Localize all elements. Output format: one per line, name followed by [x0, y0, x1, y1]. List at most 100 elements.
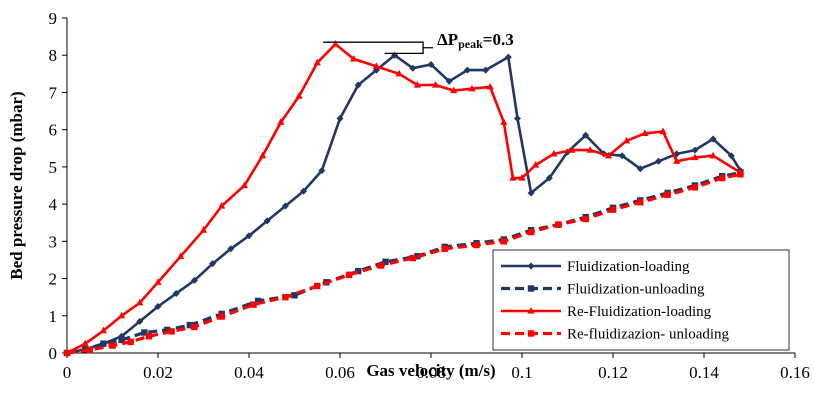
data-point [168, 328, 175, 335]
data-point [141, 329, 148, 336]
y-tick-label: 6 [49, 121, 58, 140]
data-point [545, 174, 553, 182]
legend-marker [527, 307, 535, 314]
data-point [99, 326, 107, 334]
data-point [245, 232, 253, 240]
data-point [691, 184, 699, 191]
data-point [136, 298, 144, 306]
series-3 [63, 40, 744, 356]
data-point [655, 157, 662, 165]
data-point [527, 228, 535, 236]
y-axis-title: Bed pressure drop (mbar) [7, 91, 26, 279]
legend-marker [527, 262, 535, 270]
y-tick-label: 4 [49, 195, 58, 214]
legend-item: Re-Fluidization-loading [501, 304, 712, 320]
data-point [500, 118, 508, 125]
data-point [81, 339, 89, 347]
peak-bracket [415, 41, 434, 55]
y-tick-label: 5 [49, 158, 58, 177]
data-point [377, 262, 385, 269]
peak-annotation-value: =0.3 [483, 30, 514, 49]
peak-annotation-label: ΔPpeak=0.3 [437, 30, 514, 51]
data-point [709, 135, 717, 143]
data-point [382, 258, 389, 266]
data-point [254, 297, 262, 305]
data-point [413, 81, 421, 88]
data-point [555, 221, 562, 228]
data-point [259, 151, 267, 159]
data-point [550, 149, 558, 157]
data-point [186, 321, 194, 329]
x-tick-label: 0.04 [234, 363, 264, 382]
legend-item: Re-fluidizazion- unloading [501, 327, 730, 343]
peak-annotation: ΔPpeak=0.3 [323, 30, 514, 55]
x-tick-label: 0.08 [416, 363, 446, 382]
data-point [737, 171, 744, 178]
data-point [154, 278, 162, 285]
data-point [604, 151, 613, 159]
legend-item: Fluidization-loading [501, 259, 690, 275]
data-point [100, 340, 107, 347]
data-point [473, 241, 480, 249]
data-point [450, 86, 458, 94]
data-point [191, 323, 198, 331]
data-point [345, 271, 353, 279]
data-point [318, 167, 326, 175]
data-point [431, 81, 440, 88]
y-tick-label: 7 [49, 83, 58, 102]
data-point [637, 199, 644, 206]
legend-label: Re-fluidizazion- unloading [567, 327, 730, 343]
axes: 0 1 2 3 4 5 6 7 8 9 0 0.02 0.04 0.06 0.08 0.1 0.12 0.14 0.… [49, 9, 810, 382]
y-tick-label: 9 [49, 9, 58, 28]
data-point [218, 313, 225, 320]
data-point [427, 61, 435, 69]
data-point [163, 326, 171, 334]
data-point [441, 245, 448, 252]
data-point [355, 267, 362, 275]
series-4 [63, 171, 744, 357]
data-point [691, 146, 699, 154]
legend: Fluidization-loading Fluidization-unloadi… [492, 249, 790, 351]
data-point [641, 129, 649, 136]
x-tick-label: 0.1 [511, 363, 532, 382]
data-point [109, 342, 116, 349]
legend-marker [527, 330, 535, 337]
y-tick-label: 1 [49, 307, 58, 326]
data-point [582, 215, 589, 223]
data-point [118, 336, 125, 344]
data-point [295, 92, 303, 99]
data-point [154, 302, 162, 310]
data-point [527, 189, 535, 197]
data-point [482, 66, 490, 74]
data-point [172, 289, 180, 297]
data-point [664, 191, 671, 199]
data-point [586, 146, 594, 153]
data-point [609, 206, 617, 213]
legend-label: Fluidization-unloading [567, 282, 705, 298]
data-point [513, 115, 521, 122]
data-point [568, 146, 576, 153]
data-point [190, 276, 198, 284]
series-1 [63, 51, 744, 357]
data-point [504, 53, 512, 61]
legend-marker [527, 285, 535, 292]
data-point [618, 152, 626, 160]
x-tick-label: 0 [63, 363, 72, 382]
data-point [118, 311, 126, 319]
y-tick-label: 0 [49, 344, 58, 363]
data-point [509, 174, 517, 181]
data-point [486, 82, 494, 90]
data-point [63, 349, 71, 357]
data-point [127, 338, 134, 346]
data-point [291, 292, 298, 299]
data-point [277, 118, 285, 125]
series-line [66, 170, 741, 355]
data-point [445, 77, 453, 85]
data-point [331, 40, 340, 47]
data-point [263, 217, 271, 225]
x-tick-label: 0.06 [325, 363, 355, 382]
data-point [719, 174, 726, 182]
data-point [409, 64, 417, 72]
data-point [582, 131, 590, 139]
